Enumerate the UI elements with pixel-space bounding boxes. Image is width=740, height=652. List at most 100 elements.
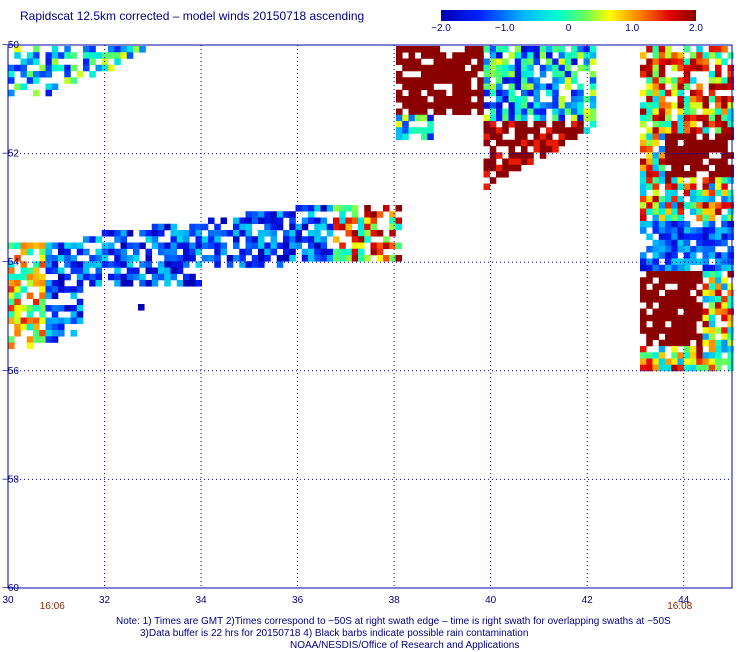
data-cell [446, 64, 453, 72]
data-cell [577, 89, 584, 97]
data-cell [696, 127, 703, 134]
data-cell [527, 58, 534, 66]
data-cell [646, 221, 653, 228]
data-cell [715, 264, 722, 272]
data-cell [483, 102, 491, 109]
data-cell [671, 264, 678, 272]
data-cell [421, 77, 428, 84]
data-cell [708, 321, 716, 328]
data-cell [665, 102, 672, 109]
data-cell [715, 302, 722, 309]
data-cell [45, 64, 53, 72]
data-cell [721, 127, 728, 134]
data-cell [708, 252, 716, 259]
data-cell [702, 258, 710, 266]
data-cell [715, 208, 722, 216]
data-cell [251, 242, 259, 250]
data-cell [721, 133, 728, 141]
data-cell [189, 273, 196, 281]
data-cell [652, 127, 660, 134]
data-cell [458, 58, 466, 66]
data-cell [658, 271, 666, 278]
data-cell [652, 164, 660, 172]
data-cell [26, 311, 34, 318]
data-cell [408, 108, 416, 116]
data-cell [690, 358, 697, 366]
data-cell [70, 292, 78, 300]
data-cell [671, 364, 678, 372]
data-cell [702, 133, 710, 141]
data-cell [189, 242, 196, 250]
data-cell [489, 146, 497, 153]
data-cell [658, 196, 666, 203]
data-cell [708, 114, 716, 122]
data-cell [251, 255, 259, 262]
data-cell [320, 242, 328, 250]
data-cell [120, 280, 128, 287]
data-cell [126, 255, 134, 262]
data-cell [45, 317, 53, 325]
data-cell [264, 255, 271, 262]
data-cell [652, 152, 660, 159]
data-cell [721, 158, 728, 166]
data-cell [114, 248, 121, 256]
data-cell [289, 255, 296, 262]
data-cell [108, 242, 115, 250]
data-cell [683, 171, 691, 178]
data-cell [471, 64, 478, 72]
data-cell [683, 158, 691, 166]
data-cell [339, 223, 346, 231]
data-cell [640, 102, 647, 109]
data-cell [721, 239, 728, 247]
data-cell [646, 196, 653, 203]
data-cell [8, 71, 15, 78]
data-cell [683, 321, 691, 328]
data-cell [696, 146, 703, 153]
data-cell [690, 89, 697, 97]
data-cell [527, 71, 534, 78]
data-cell [395, 205, 403, 212]
data-cell [552, 127, 559, 134]
data-cell [289, 211, 296, 218]
data-cell [702, 121, 710, 128]
data-cell [108, 248, 115, 256]
data-cell [370, 223, 378, 231]
data-cell [26, 342, 34, 350]
data-cell [533, 96, 541, 103]
data-cell [727, 102, 735, 109]
data-cell [727, 164, 735, 172]
data-cell [715, 258, 722, 266]
data-cell [158, 273, 165, 281]
data-cell [652, 271, 660, 278]
data-cell [715, 346, 722, 353]
map-title: Rapidscat 12.5km corrected – model winds… [20, 9, 365, 23]
data-cell [14, 292, 21, 300]
data-cell [414, 83, 422, 91]
data-cell [176, 236, 184, 243]
data-cell [727, 221, 735, 228]
data-cell [677, 164, 685, 172]
data-cell [226, 255, 234, 262]
data-cell [677, 271, 685, 278]
data-cell [677, 77, 685, 84]
data-cell [264, 248, 271, 256]
data-cell [727, 296, 735, 303]
data-cell [502, 64, 509, 72]
data-cell [665, 252, 672, 259]
data-cell [658, 246, 666, 253]
data-cell [477, 58, 484, 66]
data-cell [20, 58, 28, 66]
data-cell [665, 333, 672, 341]
data-cell [289, 230, 296, 237]
data-cell [708, 358, 716, 366]
data-cell [496, 108, 503, 116]
data-cell [708, 227, 716, 234]
data-cell [589, 102, 597, 109]
data-cell [433, 58, 441, 66]
data-cell [483, 71, 491, 78]
data-cell [690, 189, 697, 197]
data-cell [727, 327, 735, 334]
data-cell [658, 77, 666, 84]
data-cell [702, 321, 710, 328]
data-cell [8, 305, 15, 312]
